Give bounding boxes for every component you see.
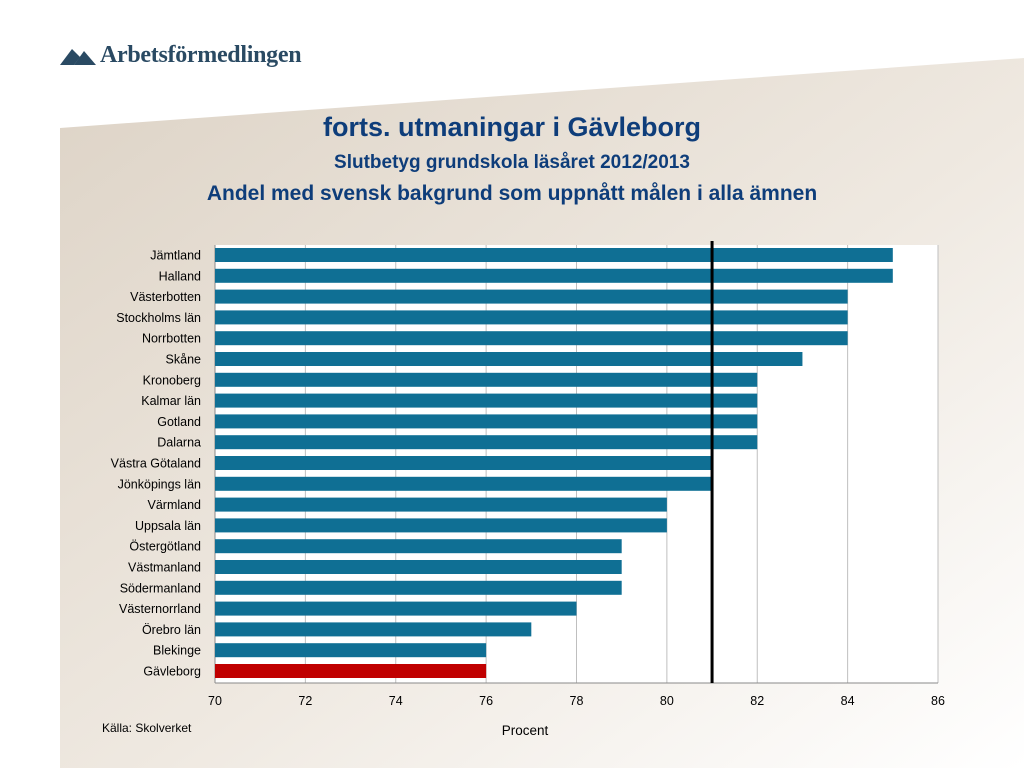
bar xyxy=(215,601,577,616)
category-label: Jämtland xyxy=(150,249,201,263)
bar xyxy=(215,456,713,470)
x-tick-label: 78 xyxy=(570,694,584,708)
logo-text: Arbetsförmedlingen xyxy=(100,41,302,68)
logo: Arbetsförmedlingen xyxy=(58,38,302,72)
category-label: Gävleborg xyxy=(143,665,201,679)
bar-highlight xyxy=(215,664,487,678)
category-label: Västernorrland xyxy=(119,602,201,616)
bar xyxy=(215,393,758,408)
x-tick-label: 76 xyxy=(479,694,493,708)
bar xyxy=(215,372,758,387)
x-tick-label: 72 xyxy=(298,694,312,708)
category-label: Skåne xyxy=(166,353,201,367)
page-title: forts. utmaningar i Gävleborg xyxy=(322,112,702,142)
bar xyxy=(215,643,487,658)
page-subtitle-2: Andel med svensk bakgrund som uppnått må… xyxy=(206,182,818,205)
bar xyxy=(215,310,848,325)
bar xyxy=(215,580,622,595)
category-label: Värmland xyxy=(148,498,202,512)
bar xyxy=(215,435,758,450)
bar xyxy=(215,518,667,533)
logo-mark-icon xyxy=(60,49,96,65)
x-tick-label: 70 xyxy=(208,694,222,708)
bar xyxy=(215,414,758,429)
category-label: Örebro län xyxy=(142,623,201,637)
x-tick-label: 74 xyxy=(389,694,403,708)
category-label: Södermanland xyxy=(120,581,201,595)
category-label: Västmanland xyxy=(128,561,201,575)
category-label: Västerbotten xyxy=(130,290,201,304)
bar xyxy=(215,289,848,304)
source-note: Källa: Skolverket xyxy=(102,721,192,735)
category-label: Dalarna xyxy=(157,436,201,450)
bar xyxy=(215,268,893,283)
bar xyxy=(215,331,848,346)
category-label: Kronoberg xyxy=(143,373,201,387)
category-label: Gotland xyxy=(157,415,201,429)
category-label: Västra Götaland xyxy=(111,457,201,471)
bar xyxy=(215,622,532,637)
x-tick-label: 86 xyxy=(931,694,945,708)
bar xyxy=(215,497,667,512)
x-tick-label: 80 xyxy=(660,694,674,708)
x-tick-label: 84 xyxy=(841,694,855,708)
category-label: Stockholms län xyxy=(116,311,201,325)
category-label: Uppsala län xyxy=(135,519,201,533)
page-subtitle: Slutbetyg grundskola läsåret 2012/2013 xyxy=(334,152,690,173)
x-tick-label: 82 xyxy=(750,694,764,708)
bar xyxy=(215,539,622,554)
category-label: Östergötland xyxy=(129,540,201,554)
bar xyxy=(215,352,803,366)
category-label: Norrbotten xyxy=(142,332,201,346)
bar xyxy=(215,560,622,574)
category-label: Jönköpings län xyxy=(118,477,201,491)
x-axis-label: Procent xyxy=(502,723,549,738)
bar xyxy=(215,476,713,491)
category-label: Kalmar län xyxy=(141,394,201,408)
category-label: Halland xyxy=(159,269,201,283)
bar xyxy=(215,248,893,262)
category-label: Blekinge xyxy=(153,644,201,658)
